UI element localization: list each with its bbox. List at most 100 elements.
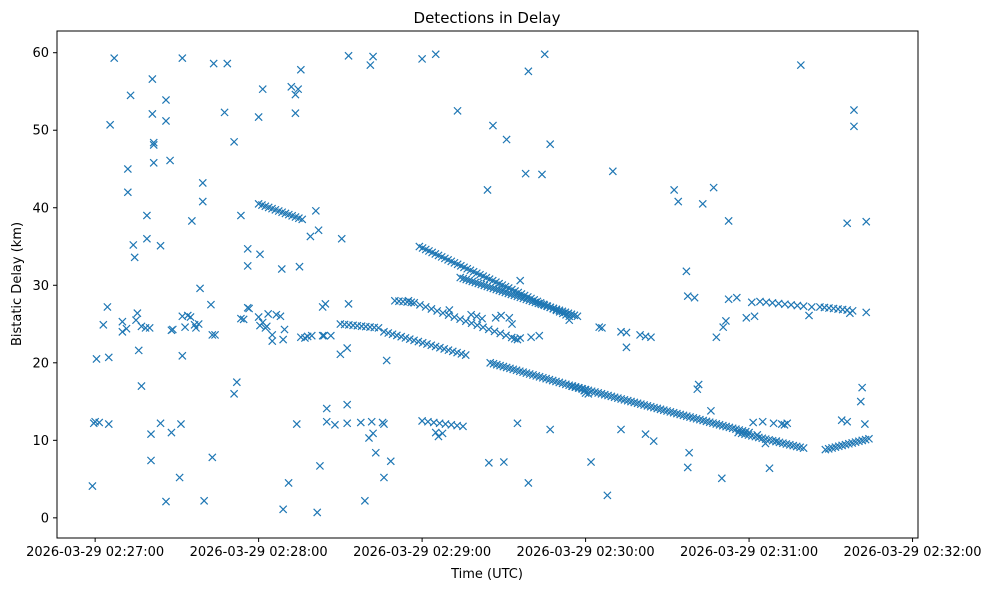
y-tick-label: 50 (32, 124, 49, 139)
detection-marker (864, 434, 873, 443)
detection-marker (717, 474, 726, 483)
detection-marker (636, 330, 645, 339)
detection-marker (496, 329, 505, 338)
detection-marker (315, 461, 324, 470)
detection-marker (546, 425, 555, 434)
detection-marker (690, 293, 699, 302)
detection-marker (608, 167, 617, 176)
detection-marker (156, 419, 165, 428)
detection-marker (343, 400, 352, 409)
detection-marker (374, 323, 383, 332)
detection-marker (769, 419, 778, 428)
detection-marker (208, 453, 217, 462)
detection-marker (749, 418, 758, 427)
detection-marker (444, 311, 453, 320)
detection-marker (258, 85, 267, 94)
detection-marker (291, 109, 300, 118)
detection-marker (287, 82, 296, 91)
detection-marker (243, 244, 252, 253)
detection-marker (262, 322, 271, 331)
detection-marker (123, 164, 132, 174)
x-tick-label: 2026-03-29 02:27:00 (26, 545, 164, 560)
detection-marker (484, 325, 493, 334)
detection-marker (535, 331, 544, 340)
detection-marker (379, 473, 388, 482)
detection-marker (104, 420, 113, 429)
detection-marker (206, 300, 215, 309)
detection-marker (386, 457, 395, 466)
detection-marker (597, 323, 606, 332)
detection-marker (126, 91, 135, 100)
detection-marker (95, 418, 104, 427)
detection-marker (220, 108, 229, 117)
y-axis-title: Bistatic Delay (km) (10, 222, 25, 346)
detection-marker (527, 333, 536, 342)
detection-marker (149, 140, 158, 149)
detection-marker (461, 317, 470, 326)
detection-marker (712, 333, 721, 342)
detection-marker (491, 313, 500, 322)
detection-marker (478, 314, 487, 323)
detection-marker (456, 315, 465, 324)
detection-marker (314, 226, 323, 235)
detection-marker (862, 217, 871, 226)
detection-marker (438, 429, 447, 438)
detection-marker (843, 417, 852, 426)
detection-marker (230, 137, 239, 146)
detection-marker (366, 61, 375, 70)
detection-marker (104, 353, 113, 362)
detection-marker (178, 54, 187, 63)
y-tick-label: 30 (32, 279, 49, 294)
detection-marker (497, 311, 506, 320)
detection-marker (161, 95, 171, 105)
y-tick-label: 10 (32, 434, 49, 449)
detection-marker (849, 106, 858, 115)
detection-marker (123, 188, 132, 197)
detection-marker (239, 315, 248, 324)
detection-marker (146, 456, 156, 465)
detection-marker (243, 261, 252, 270)
detection-marker (118, 327, 127, 336)
detection-marker (458, 422, 468, 431)
detection-marker (148, 109, 157, 118)
detection-marker (103, 302, 112, 312)
detection-marker (856, 397, 865, 406)
y-tick-label: 60 (32, 46, 49, 61)
y-tick-label: 20 (32, 356, 49, 371)
detection-marker (603, 491, 612, 500)
detection-marker (490, 327, 499, 336)
detection-marker (804, 311, 814, 320)
detection-marker (208, 330, 217, 339)
detection-marker (88, 482, 97, 491)
detection-marker (230, 389, 239, 398)
detection-marker (616, 425, 626, 434)
detection-marker (524, 478, 533, 487)
detection-marker (161, 497, 171, 506)
detection-marker (134, 346, 143, 355)
detection-marker (110, 54, 119, 63)
detection-marker (750, 312, 759, 321)
detection-marker (483, 185, 492, 194)
detection-marker (507, 333, 516, 342)
detection-marker (371, 448, 380, 457)
detection-marker (438, 308, 447, 318)
detection-marker (130, 253, 139, 262)
detection-marker (307, 331, 316, 340)
detection-marker (379, 420, 388, 429)
detection-marker (693, 385, 702, 394)
detection-marker (649, 437, 658, 446)
detection-marker (546, 140, 555, 149)
y-axis-ticks: 0 10 20 30 40 50 60 (32, 46, 57, 526)
detection-marker (732, 293, 741, 302)
y-tick-label: 0 (41, 511, 49, 526)
detection-marker (255, 250, 265, 259)
detection-marker (685, 448, 694, 457)
detection-marker (369, 52, 378, 61)
detection-marker (501, 331, 511, 340)
detection-marker (434, 432, 443, 441)
detection-marker (145, 323, 154, 332)
detection-marker (670, 185, 679, 194)
detection-marker (200, 496, 209, 505)
detection-marker (306, 232, 315, 241)
detection-marker (187, 216, 196, 225)
